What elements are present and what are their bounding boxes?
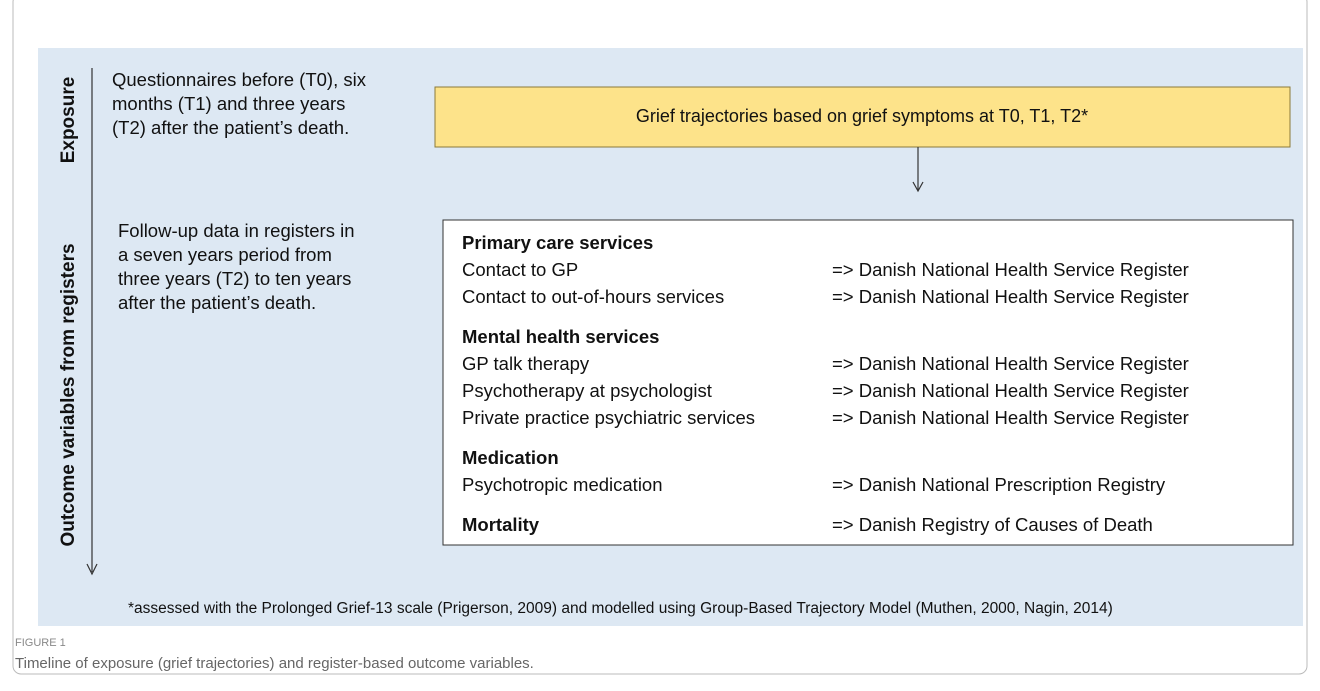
exposure-line: (T2) after the patient’s death. xyxy=(112,117,349,138)
exposure-line: Questionnaires before (T0), six xyxy=(112,69,367,90)
followup-line: a seven years period from xyxy=(118,244,332,265)
followup-line: after the patient’s death. xyxy=(118,292,316,313)
followup-line: three years (T2) to ten years xyxy=(118,268,351,289)
register: => Danish Registry of Causes of Death xyxy=(832,514,1153,535)
timeline-arrowhead xyxy=(86,563,98,576)
register: => Danish National Health Service Regist… xyxy=(832,286,1189,307)
register: => Danish National Health Service Regist… xyxy=(832,407,1189,428)
item-label: Psychotherapy at psychologist xyxy=(462,380,712,401)
caption: Timeline of exposure (grief trajectories… xyxy=(15,655,534,672)
item-label: Private practice psychiatric services xyxy=(462,407,755,428)
register: => Danish National Health Service Regist… xyxy=(832,353,1189,374)
figure-label: FIGURE 1 xyxy=(15,637,66,649)
register: => Danish National Health Service Regist… xyxy=(832,259,1189,280)
item-label: Contact to out-of-hours services xyxy=(462,286,724,307)
trajectory-text: Grief trajectories based on grief sympto… xyxy=(636,106,1088,126)
section-heading: Mortality xyxy=(462,514,540,535)
register: => Danish National Prescription Registry xyxy=(832,474,1166,495)
exposure-line: months (T1) and three years xyxy=(112,93,345,114)
item-label: GP talk therapy xyxy=(462,353,590,374)
outcome-box xyxy=(442,219,1294,546)
section-heading: Mental health services xyxy=(462,326,659,347)
footnote: *assessed with the Prolonged Grief-13 sc… xyxy=(128,600,1113,617)
register: => Danish National Health Service Regist… xyxy=(832,380,1189,401)
section-heading: Primary care services xyxy=(462,232,653,253)
exposure-label: Exposure xyxy=(58,77,79,164)
item-label: Contact to GP xyxy=(462,259,578,280)
followup-line: Follow-up data in registers in xyxy=(118,220,355,241)
section-heading: Medication xyxy=(462,447,559,468)
item-label: Psychotropic medication xyxy=(462,474,663,495)
outcome-label: Outcome variables from registers xyxy=(58,243,79,546)
trajectory-box xyxy=(434,86,1291,148)
arrowhead xyxy=(912,181,924,193)
